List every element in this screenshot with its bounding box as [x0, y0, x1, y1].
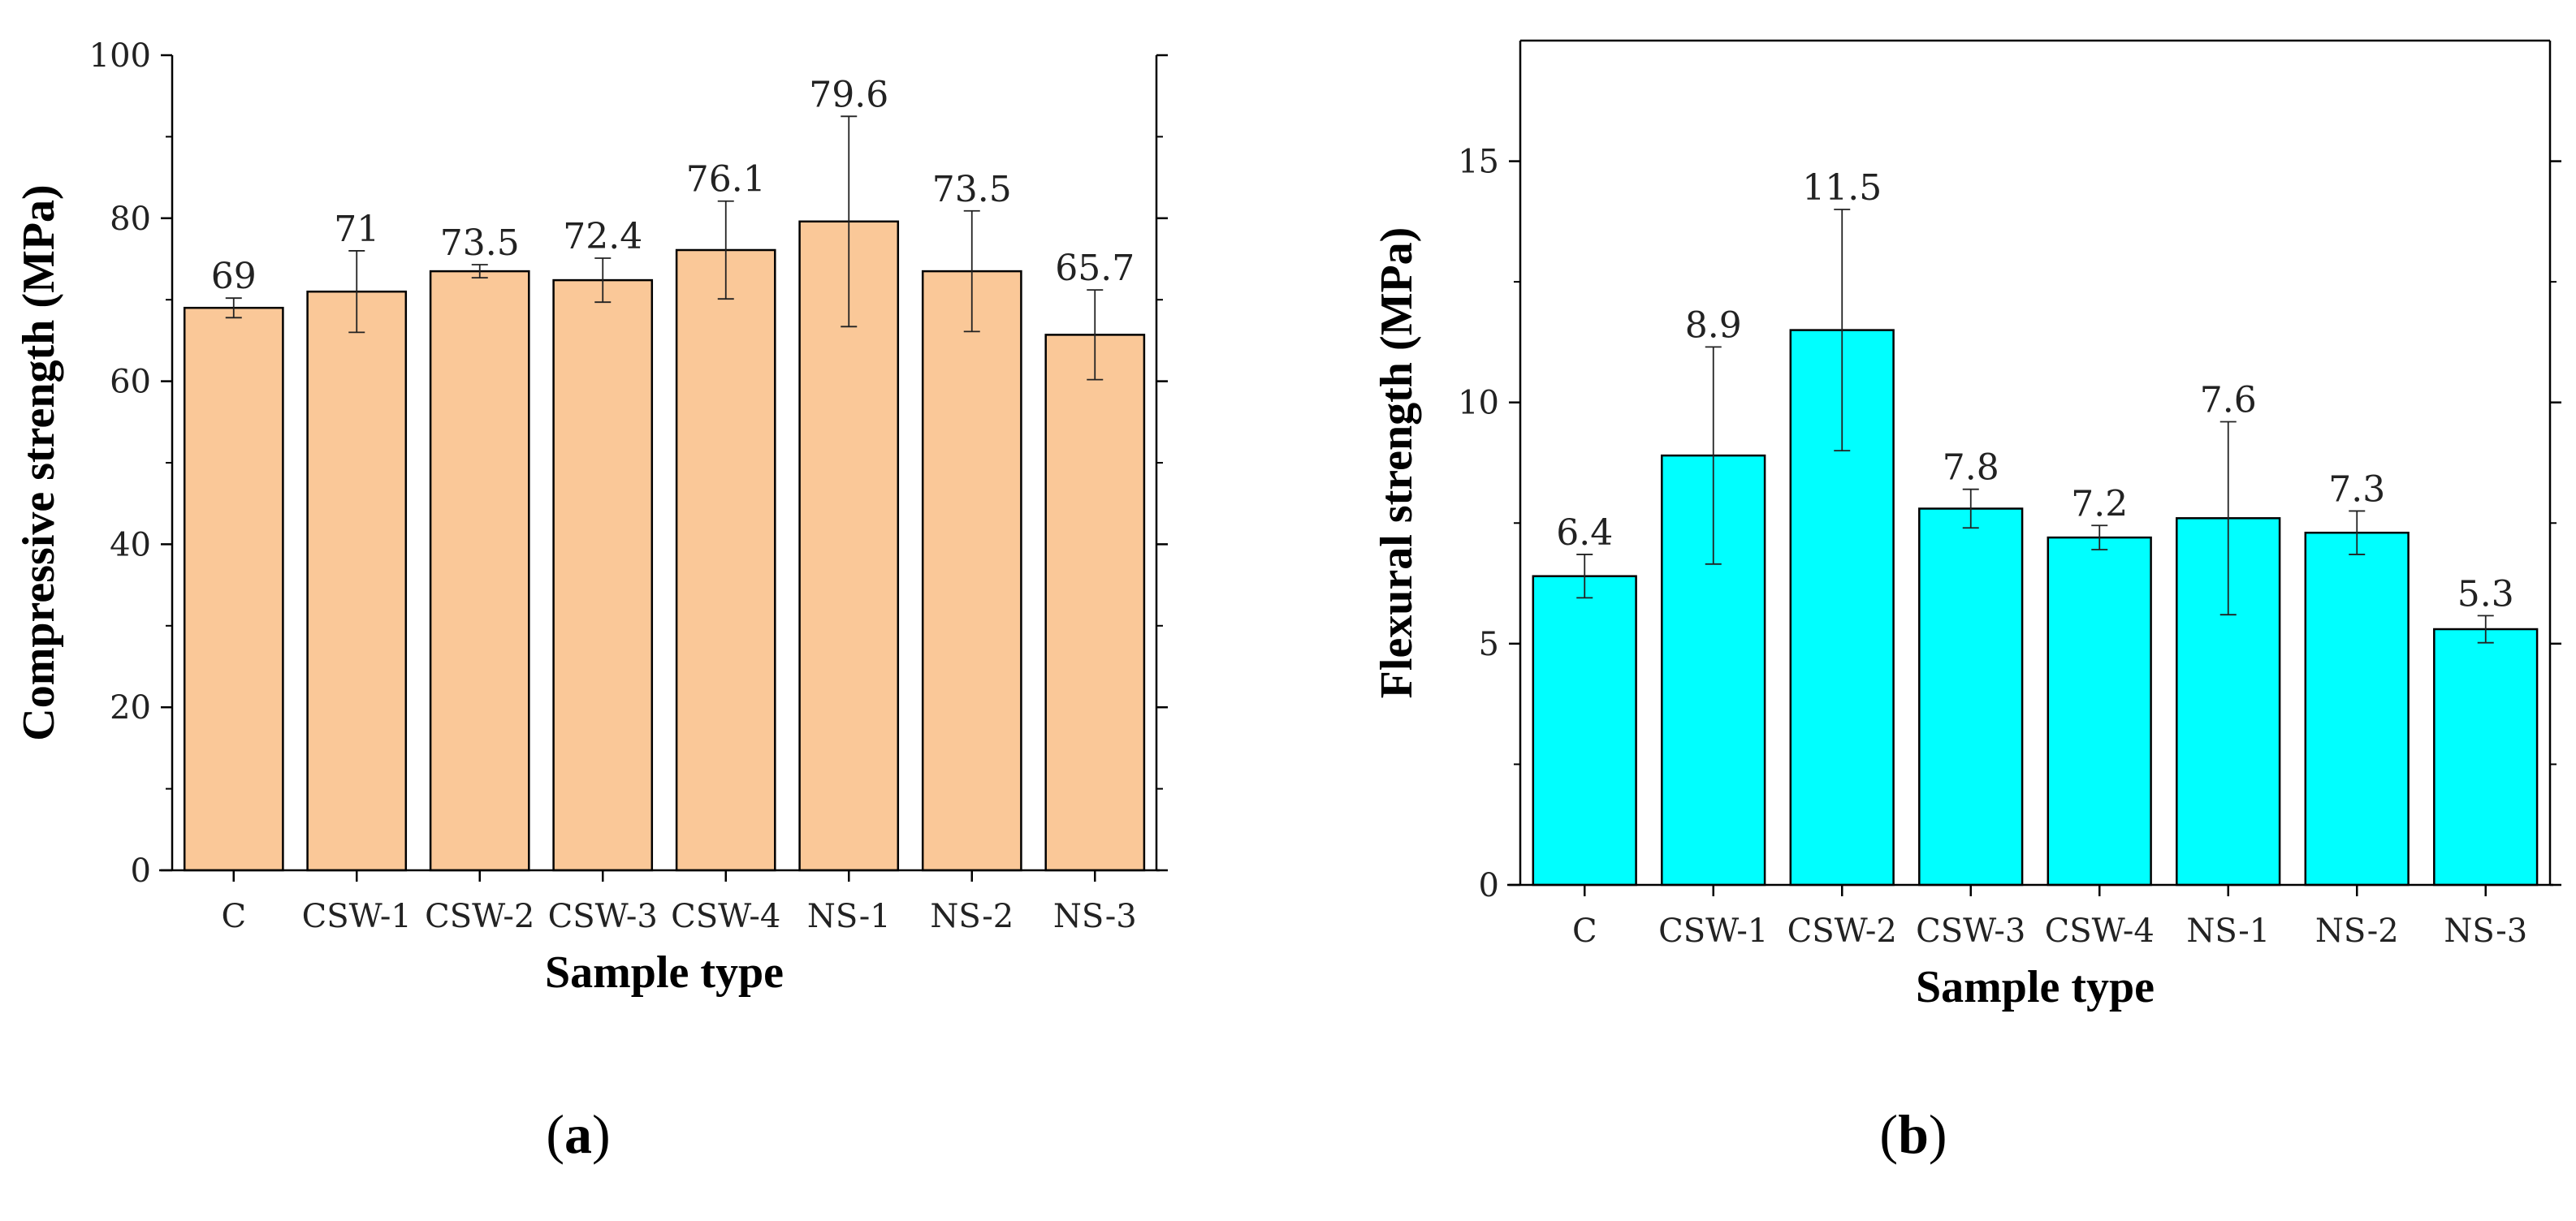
panel-a-x-tick-label-c: C [221, 898, 246, 935]
panel-a-x-tick-label-csw-1: CSW-1 [302, 898, 412, 935]
panel-b-x-axis-title: Sample type [1916, 962, 2155, 1012]
panel-a-y-axis-title: Compressive strength (MPa) [14, 184, 64, 740]
panel-a-bar-csw-2 [429, 270, 530, 872]
panel-b-panel-label-open: ( [1879, 1103, 1898, 1165]
panel-b-value-label-csw-1: 8.9 [1685, 304, 1742, 346]
panel-a-y-tick-label-40: 40 [110, 526, 151, 563]
panel-b-y-tick-label-5: 5 [1479, 626, 1499, 663]
panel-b-value-label-ns-1: 7.6 [2200, 380, 2257, 421]
panel-a-y-tick-label-100: 100 [89, 37, 151, 75]
panel-a-x-axis-title: Sample type [545, 947, 784, 998]
panel-b-y-axis-title: Flexural strength (MPa) [1372, 227, 1422, 699]
panel-a-y-tick-label-20: 20 [110, 689, 151, 727]
panel-b-panel-label: (b) [1879, 1103, 1947, 1165]
panel-a-bar-csw-3 [552, 278, 654, 872]
panel-a-compressive-strength-chart: 69 C 71 CSW-1 73.5 CSW-2 72.4 CSW-3 76.1 CSW-4 79.… [14, 37, 1168, 1165]
panel-b-bar-csw-2 [1789, 329, 1895, 887]
panel-a-x-tick-label-csw-4: CSW-4 [671, 898, 780, 935]
panel-a-x-tick-label-ns-1: NS-1 [807, 898, 891, 935]
panel-a-value-label-csw-1: 71 [334, 209, 379, 250]
panel-a-bar-ns-3 [1044, 334, 1146, 872]
panel-a-panel-label-open: ( [546, 1103, 564, 1165]
panel-a-value-label-c: 69 [211, 256, 257, 297]
panel-b-x-tick-label-csw-3: CSW-3 [1916, 913, 2025, 950]
panel-a-x-tick-label-ns-2: NS-2 [930, 898, 1014, 935]
panel-b-x-tick-label-csw-1: CSW-1 [1658, 913, 1768, 950]
panel-b-value-label-ns-3: 5.3 [2457, 573, 2514, 615]
panel-b-value-label-c: 6.4 [1556, 512, 1613, 554]
panel-a-y-tick-label-60: 60 [110, 364, 151, 401]
panel-a-value-label-csw-2: 73.5 [440, 222, 520, 264]
panel-b-bar-ns-2 [2304, 531, 2410, 887]
panel-a-panel-label: (a) [546, 1103, 610, 1165]
panel-b-bar-ns-3 [2433, 628, 2539, 887]
panel-a-panel-label-letter: a [564, 1103, 592, 1165]
panel-a-x-tick-label-ns-3: NS-3 [1053, 898, 1137, 935]
panel-b-bar-csw-4 [2047, 536, 2152, 887]
panel-a-bar-ns-2 [921, 270, 1022, 872]
panel-a-bar-csw-4 [675, 248, 776, 872]
panel-a-x-tick-label-csw-3: CSW-3 [548, 898, 658, 935]
panel-a-value-label-ns-2: 73.5 [932, 169, 1012, 210]
panel-b-bar-c [1532, 575, 1637, 887]
panel-a-value-label-csw-4: 76.1 [686, 159, 766, 201]
panel-b-y-tick-label-15: 15 [1458, 144, 1499, 181]
panel-b-x-tick-label-csw-2: CSW-2 [1787, 913, 1897, 950]
panel-a-value-label-ns-1: 79.6 [809, 74, 888, 115]
panel-a-bar-csw-1 [306, 290, 408, 872]
panel-b-x-tick-label-ns-1: NS-1 [2186, 913, 2270, 950]
panel-a-x-tick-label-csw-2: CSW-2 [425, 898, 534, 935]
panel-b-bar-csw-3 [1918, 507, 2024, 887]
panel-b-panel-label-letter: b [1898, 1103, 1929, 1165]
panel-b-value-label-csw-2: 11.5 [1802, 167, 1882, 209]
panel-b-x-tick-label-c: C [1572, 913, 1597, 950]
panel-b-x-tick-label-csw-4: CSW-4 [2045, 913, 2155, 950]
panel-b-value-label-csw-3: 7.8 [1943, 447, 1999, 489]
panel-a-bar-ns-1 [798, 220, 900, 872]
panel-a-bar-c [183, 306, 284, 872]
panel-b-value-label-ns-2: 7.3 [2328, 468, 2385, 510]
panel-a-y-tick-label-80: 80 [110, 201, 151, 238]
panel-b-y-tick-label-0: 0 [1479, 867, 1499, 904]
panel-b-y-tick-label-10: 10 [1458, 385, 1499, 422]
panel-a-y-tick-label-0: 0 [131, 852, 151, 890]
panel-b-flexural-strength-chart: 6.4 C 8.9 CSW-1 11.5 CSW-2 7.8 CSW-3 7.2 CSW-4 7.6… [1372, 39, 2561, 1165]
panel-b-x-tick-label-ns-2: NS-2 [2315, 913, 2399, 950]
panel-a-value-label-ns-3: 65.7 [1055, 248, 1135, 289]
panel-a-value-label-csw-3: 72.4 [563, 216, 642, 257]
panel-b-panel-label-close: ) [1929, 1103, 1947, 1165]
panel-b-x-tick-label-ns-3: NS-3 [2444, 913, 2527, 950]
panel-b-value-label-csw-4: 7.2 [2071, 483, 2128, 524]
panel-a-panel-label-close: ) [592, 1103, 611, 1165]
